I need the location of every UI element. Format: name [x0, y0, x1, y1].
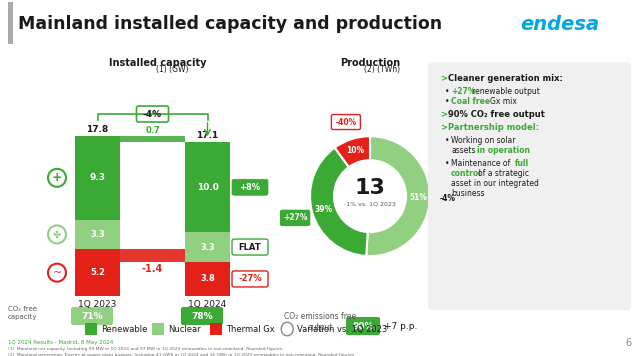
- Text: 13: 13: [355, 178, 385, 198]
- Text: Cleaner generation mix:: Cleaner generation mix:: [448, 74, 563, 83]
- Text: FLAT: FLAT: [239, 242, 261, 252]
- FancyBboxPatch shape: [181, 307, 223, 325]
- Bar: [152, 323, 164, 335]
- Text: (2)  Mainland generation. Energy at power plant busbars. Including 41 GWh in 1Q : (2) Mainland generation. Energy at power…: [8, 353, 354, 356]
- Text: -27%: -27%: [238, 274, 262, 283]
- Text: Mainland installed capacity and production: Mainland installed capacity and producti…: [18, 15, 442, 33]
- Text: Nuclear: Nuclear: [168, 325, 200, 334]
- Text: +27%: +27%: [283, 213, 307, 222]
- Bar: [185, 262, 230, 296]
- Text: 3.8: 3.8: [200, 274, 215, 283]
- Bar: [210, 323, 222, 335]
- Text: 39%: 39%: [315, 205, 333, 214]
- Text: in operation: in operation: [477, 146, 530, 155]
- Bar: [185, 232, 230, 262]
- Text: (2) (TWh): (2) (TWh): [364, 65, 400, 74]
- Text: 17.1: 17.1: [196, 131, 219, 140]
- Text: 1Q 2024 Results - Madrid, 8 May 2024: 1Q 2024 Results - Madrid, 8 May 2024: [8, 340, 113, 345]
- Bar: [120, 136, 185, 142]
- Text: -1.4: -1.4: [142, 264, 163, 274]
- Text: Maintenance of: Maintenance of: [451, 159, 510, 168]
- Text: renewable output: renewable output: [472, 87, 540, 96]
- Text: -4%: -4%: [440, 194, 456, 203]
- Circle shape: [281, 322, 293, 336]
- Text: 6: 6: [626, 337, 632, 347]
- Text: business: business: [451, 189, 484, 198]
- Text: Partnership model:: Partnership model:: [448, 123, 539, 132]
- Text: +7 p.p.: +7 p.p.: [384, 321, 417, 330]
- Text: 3.3: 3.3: [90, 230, 105, 239]
- Bar: [75, 249, 120, 296]
- Text: CO₂ free
capacity: CO₂ free capacity: [8, 306, 38, 320]
- Text: Working on solar: Working on solar: [451, 136, 515, 145]
- Text: >: >: [440, 110, 447, 119]
- FancyBboxPatch shape: [346, 317, 380, 335]
- Text: Installed capacity: Installed capacity: [109, 58, 207, 68]
- Text: ~: ~: [52, 268, 61, 278]
- Bar: [8, 2, 13, 44]
- Bar: [75, 136, 120, 220]
- FancyBboxPatch shape: [280, 210, 310, 225]
- Text: 71%: 71%: [81, 312, 103, 320]
- Text: Gx mix: Gx mix: [490, 97, 517, 106]
- Wedge shape: [335, 136, 370, 167]
- FancyBboxPatch shape: [232, 271, 268, 287]
- Text: 9.3: 9.3: [90, 173, 106, 182]
- Text: 1Q 2024: 1Q 2024: [188, 300, 227, 309]
- Text: full: full: [515, 159, 529, 168]
- Text: +: +: [52, 171, 62, 184]
- Text: •: •: [445, 87, 449, 96]
- Text: (1) (GW): (1) (GW): [156, 65, 188, 74]
- Text: -4%: -4%: [143, 110, 162, 119]
- Bar: [185, 142, 230, 232]
- Text: >: >: [440, 74, 447, 83]
- Text: asset in our integrated: asset in our integrated: [451, 179, 539, 188]
- Text: 51%: 51%: [409, 193, 427, 202]
- FancyBboxPatch shape: [71, 307, 113, 325]
- Text: ✤: ✤: [53, 230, 61, 240]
- Text: -1% vs. 1Q 2023: -1% vs. 1Q 2023: [344, 201, 396, 206]
- Text: CO₂ emissions free
output: CO₂ emissions free output: [284, 312, 356, 332]
- Text: (1)  Mainland net capacity. Including 99 MW in 1Q 2024 and 97 MW in 1Q 2023 rene: (1) Mainland net capacity. Including 99 …: [8, 347, 282, 351]
- Text: Production: Production: [340, 58, 400, 68]
- Text: 17.8: 17.8: [86, 125, 109, 134]
- Text: -40%: -40%: [335, 117, 356, 126]
- Bar: [85, 323, 97, 335]
- Text: control: control: [451, 169, 482, 178]
- Text: +8%: +8%: [239, 183, 260, 192]
- Wedge shape: [366, 136, 430, 256]
- Text: 1Q 2023: 1Q 2023: [78, 300, 116, 309]
- Text: endesa: endesa: [520, 15, 600, 33]
- Text: of a strategic: of a strategic: [478, 169, 529, 178]
- Text: Renewable: Renewable: [101, 325, 147, 334]
- Text: 90% CO₂ free output: 90% CO₂ free output: [448, 110, 545, 119]
- FancyBboxPatch shape: [232, 179, 268, 195]
- Text: 5.2: 5.2: [90, 268, 105, 277]
- Text: 78%: 78%: [191, 312, 213, 320]
- FancyBboxPatch shape: [136, 106, 168, 122]
- Text: 0.7: 0.7: [145, 126, 160, 135]
- Text: Variation vs. 1Q 2023: Variation vs. 1Q 2023: [297, 325, 387, 334]
- Bar: [75, 220, 120, 249]
- Text: •: •: [445, 159, 449, 168]
- Bar: [120, 249, 185, 262]
- Text: 10%: 10%: [346, 146, 364, 155]
- Text: +27%: +27%: [451, 87, 476, 96]
- Text: Coal free: Coal free: [451, 97, 490, 106]
- Text: •: •: [445, 136, 449, 145]
- Text: 3.3: 3.3: [200, 242, 215, 252]
- Text: 10.0: 10.0: [196, 183, 218, 192]
- Text: assets: assets: [451, 146, 476, 155]
- Text: Thermal Gx: Thermal Gx: [226, 325, 275, 334]
- Text: 90%: 90%: [352, 321, 374, 330]
- Text: •: •: [445, 97, 449, 106]
- FancyBboxPatch shape: [232, 239, 268, 255]
- Wedge shape: [310, 148, 368, 256]
- FancyBboxPatch shape: [433, 191, 463, 206]
- Text: >: >: [440, 123, 447, 132]
- FancyBboxPatch shape: [332, 115, 360, 130]
- FancyBboxPatch shape: [428, 62, 631, 310]
